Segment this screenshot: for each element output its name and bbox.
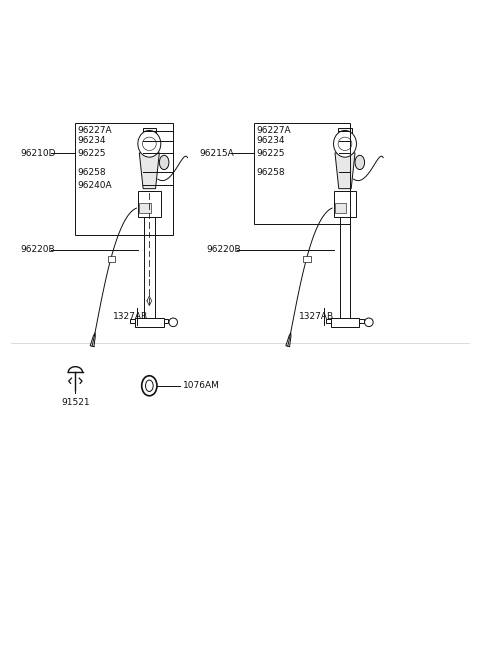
Text: 96240A: 96240A — [78, 181, 112, 190]
Text: 96225: 96225 — [78, 149, 106, 158]
Ellipse shape — [143, 137, 156, 150]
Text: 96220B: 96220B — [206, 245, 241, 254]
Polygon shape — [139, 153, 159, 189]
Polygon shape — [335, 153, 355, 189]
Text: 96234: 96234 — [257, 137, 285, 145]
Bar — [75, 124, 173, 235]
Bar — [338, 128, 352, 133]
Bar — [303, 256, 311, 262]
Text: 96258: 96258 — [257, 168, 285, 177]
Circle shape — [169, 318, 178, 327]
Ellipse shape — [338, 137, 352, 150]
Ellipse shape — [334, 131, 357, 157]
Bar — [139, 203, 151, 214]
Bar — [130, 319, 135, 323]
Ellipse shape — [355, 155, 364, 170]
Text: 1327AB: 1327AB — [113, 312, 148, 321]
Bar — [164, 319, 168, 323]
Bar — [138, 191, 161, 217]
Text: 96225: 96225 — [257, 149, 285, 158]
Text: 96258: 96258 — [78, 168, 107, 177]
Bar — [144, 191, 155, 320]
Bar — [326, 319, 331, 323]
Text: 96220B: 96220B — [21, 245, 55, 254]
Ellipse shape — [159, 155, 169, 170]
Text: 1327AB: 1327AB — [299, 312, 334, 321]
Bar — [334, 191, 357, 217]
Text: 96215A: 96215A — [199, 149, 234, 158]
Text: 1076AM: 1076AM — [183, 381, 220, 390]
Bar — [108, 256, 115, 262]
Bar — [331, 318, 360, 327]
Bar — [360, 319, 364, 323]
Text: 96210D: 96210D — [21, 149, 56, 158]
Text: 96227A: 96227A — [78, 126, 112, 135]
Circle shape — [364, 318, 373, 327]
Text: 96227A: 96227A — [257, 126, 291, 135]
Bar — [135, 318, 164, 327]
Bar — [340, 191, 350, 320]
Text: 96234: 96234 — [78, 137, 106, 145]
Text: 91521: 91521 — [61, 397, 90, 407]
Ellipse shape — [138, 131, 161, 157]
Ellipse shape — [145, 380, 153, 392]
Ellipse shape — [142, 376, 157, 396]
Bar — [335, 203, 347, 214]
Bar — [254, 124, 350, 223]
Bar — [143, 128, 156, 133]
